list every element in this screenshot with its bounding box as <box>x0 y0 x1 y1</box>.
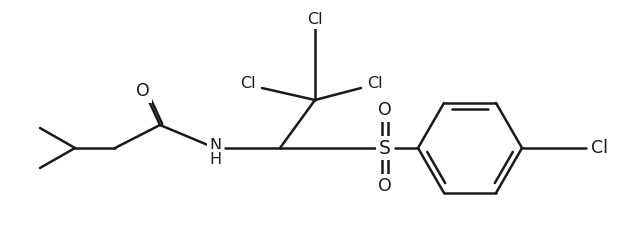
Text: S: S <box>379 138 391 158</box>
Text: Cl: Cl <box>367 76 383 91</box>
Text: H: H <box>209 152 221 167</box>
Text: Cl: Cl <box>240 76 256 91</box>
Text: O: O <box>378 177 392 195</box>
Text: O: O <box>378 101 392 119</box>
Text: Cl: Cl <box>591 139 609 157</box>
Text: O: O <box>136 82 150 100</box>
Text: N: N <box>209 138 221 153</box>
Text: Cl: Cl <box>307 11 323 27</box>
